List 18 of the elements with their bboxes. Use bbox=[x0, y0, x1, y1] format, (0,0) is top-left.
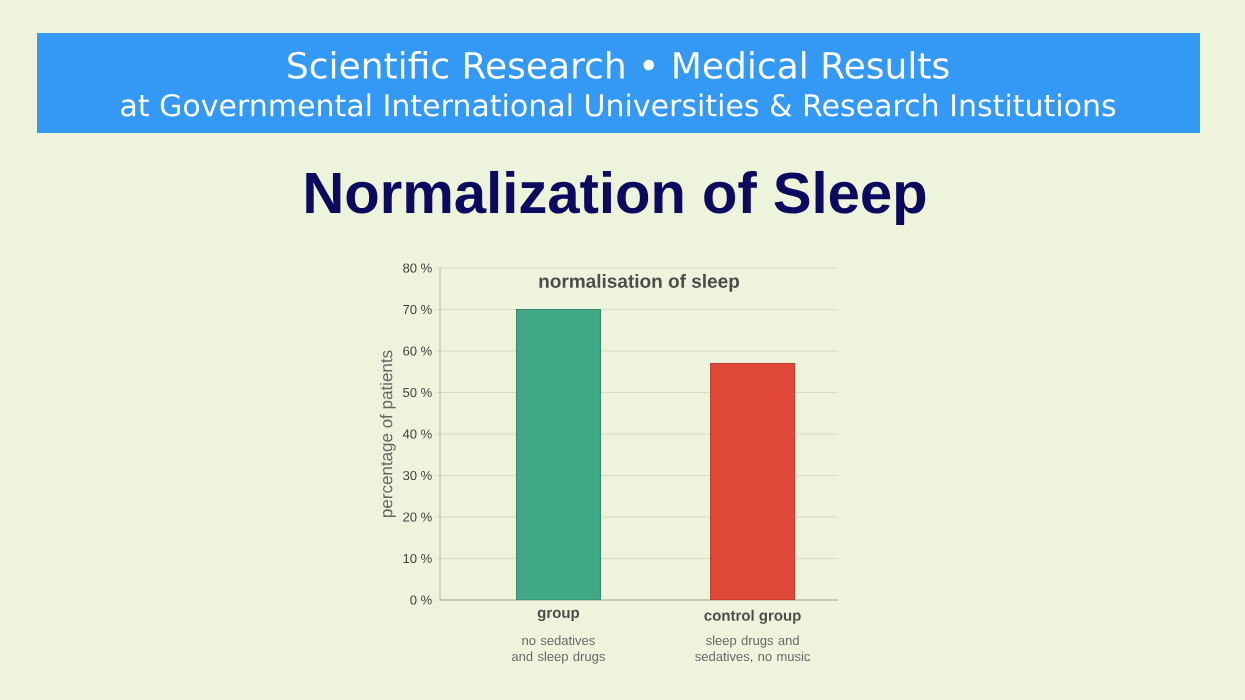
text: sleep drugs and sedatives, no music bbox=[695, 635, 811, 663]
x-tick-label: control group bbox=[704, 609, 801, 624]
text: at Governmental International Universities & Research Institutions bbox=[121, 93, 1116, 117]
text: no sedatives and sleep drugs bbox=[511, 635, 605, 664]
y-tick-label: 50 % bbox=[403, 387, 432, 398]
y-axis-title: percentage of patients bbox=[379, 350, 396, 518]
y-tick-label: 70 % bbox=[403, 304, 432, 315]
y-tick-label: 20 % bbox=[403, 512, 432, 522]
y-tick-label: 40 % bbox=[402, 429, 432, 439]
chart-title: Normalization of Sleep bbox=[306, 170, 926, 226]
text: Scientific Research • Medical Results bbox=[288, 51, 949, 79]
y-tick-label: 60 % bbox=[403, 346, 432, 356]
y-tick-label: 0 % bbox=[410, 595, 432, 605]
y-tick-label: 10 % bbox=[403, 553, 432, 564]
y-tick-label: 80 % bbox=[403, 263, 432, 273]
chart-subtitle: normalisation of sleep bbox=[539, 273, 740, 292]
y-tick-label: 30 % bbox=[403, 470, 432, 481]
x-tick-label: group bbox=[537, 609, 580, 622]
